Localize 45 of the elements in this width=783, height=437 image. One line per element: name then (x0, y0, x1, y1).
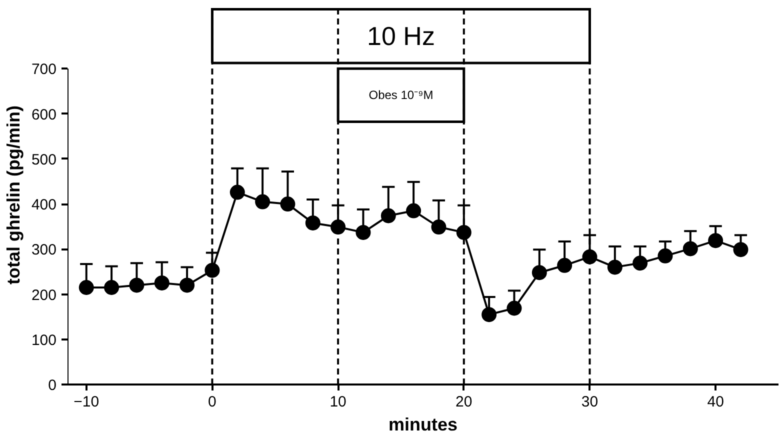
annotation: Obes 10⁻⁹M (368, 88, 434, 102)
point (682, 241, 698, 256)
y-tick-label: 100 (31, 332, 57, 349)
point (129, 278, 144, 293)
point (330, 220, 346, 235)
point (607, 260, 622, 275)
y-tick-label: 0 (48, 377, 56, 394)
point (154, 275, 170, 290)
point (305, 215, 320, 230)
y-tick-label: 500 (31, 151, 57, 168)
point (78, 280, 94, 295)
point (280, 196, 296, 212)
point (506, 300, 522, 316)
x-tick-label: 10 (330, 394, 346, 410)
text: 10 Hz (367, 21, 435, 52)
point (204, 262, 220, 278)
y-tick-label: 600 (31, 106, 57, 124)
point (557, 258, 572, 273)
point (356, 224, 371, 240)
point (456, 224, 472, 240)
x-tick-label: 20 (456, 394, 472, 410)
y-tick-label: 700 (31, 61, 57, 78)
point (380, 208, 396, 224)
x-tick-label: 40 (707, 394, 724, 410)
point (255, 194, 270, 210)
point (708, 233, 724, 248)
point (582, 249, 598, 264)
x-tick-label: 0 (208, 394, 216, 410)
point (230, 184, 245, 200)
y-tick-label: 400 (31, 196, 57, 214)
x-tick-label: −10 (74, 394, 100, 410)
x-tick-label: 30 (581, 394, 598, 410)
point (406, 203, 422, 218)
y-tick-label: 300 (31, 242, 57, 259)
point (532, 265, 547, 280)
point (482, 307, 497, 322)
point (431, 220, 446, 235)
point (104, 280, 120, 295)
point (180, 278, 195, 293)
point (632, 256, 648, 271)
x-axis-title: minutes (388, 414, 458, 434)
point (733, 242, 748, 258)
y-tick-label: 200 (31, 286, 57, 304)
y-axis-title: total ghrelin (pg/min) (3, 106, 24, 284)
point (658, 248, 673, 264)
